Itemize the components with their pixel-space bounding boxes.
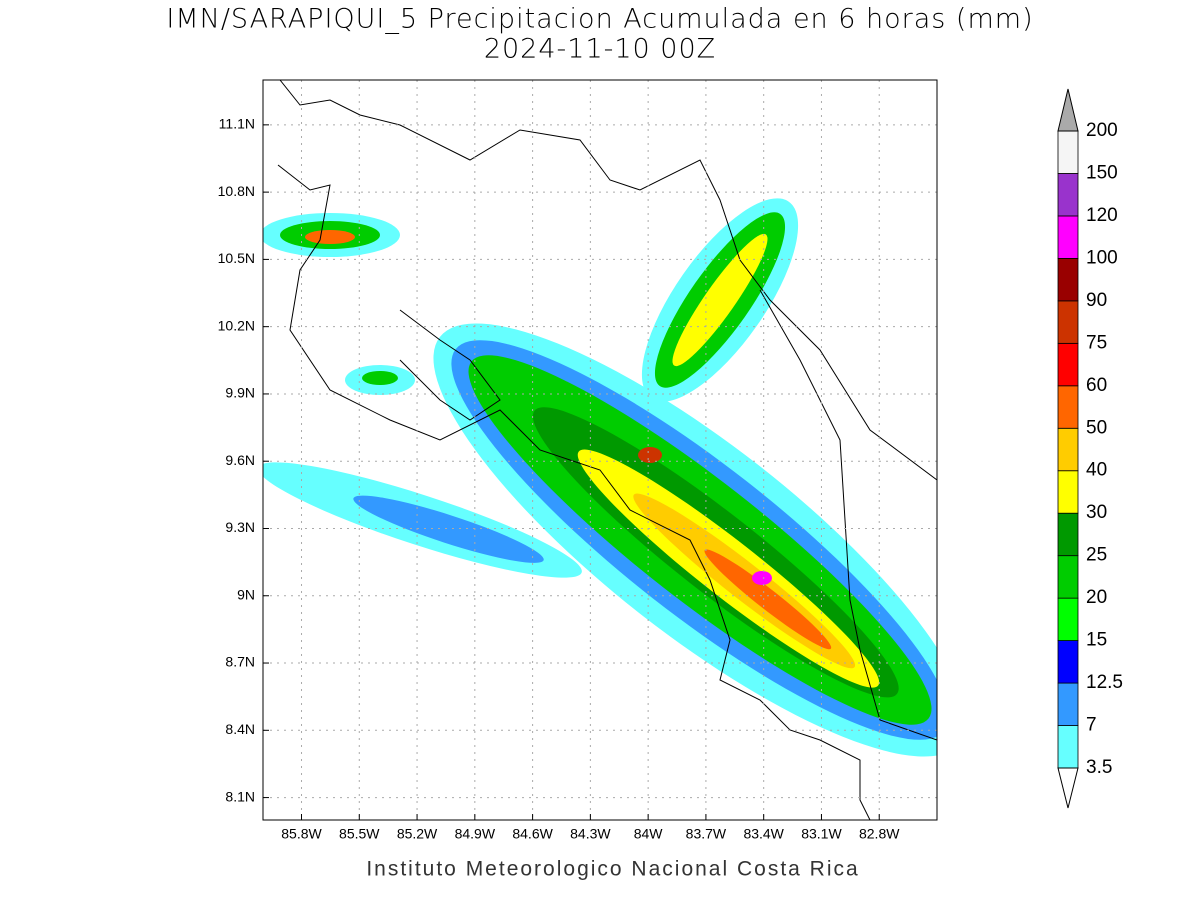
colorbar-label: 3.5 (1086, 757, 1112, 778)
colorbar-label: 40 (1086, 460, 1107, 481)
colorbar-label: 150 (1086, 162, 1118, 183)
colorbar-bin (1057, 173, 1079, 217)
x-tick-label: 82.8W (859, 826, 900, 842)
title: IMN/SARAPIQUI_5 Precipitacion Acumulada … (166, 4, 1033, 35)
colorbar-bin (1057, 725, 1079, 769)
x-tick-label: 83.1W (801, 826, 842, 842)
colorbar-label: 200 (1086, 120, 1118, 141)
colorbar-label: 120 (1086, 205, 1118, 226)
colorbar-label: 30 (1086, 502, 1107, 523)
x-tick-label: 84.3W (570, 826, 611, 842)
y-tick-label: 10.8N (218, 183, 255, 199)
x-tick-label: 85.2W (397, 826, 438, 842)
y-tick-label: 9.3N (225, 519, 255, 535)
colorbar-bin (1057, 640, 1079, 684)
x-tick-label: 83.7W (686, 826, 727, 842)
x-tick-label: 83.4W (743, 826, 784, 842)
x-tick-label: 84.6W (512, 826, 553, 842)
colorbar-bin (1057, 555, 1079, 599)
precip-field (263, 198, 937, 757)
x-tick-label: 85.5W (339, 826, 380, 842)
colorbar-under (1057, 767, 1079, 809)
map-frame (262, 79, 938, 821)
colorbar-label: 100 (1086, 247, 1118, 268)
colorbar-label: 50 (1086, 417, 1107, 438)
colorbar-label: 12.5 (1086, 672, 1123, 693)
colorbar-label: 60 (1086, 375, 1107, 396)
colorbar-bin (1057, 300, 1079, 344)
colorbar-label: 7 (1086, 715, 1097, 736)
subtitle: 2024-11-10 00Z (484, 34, 716, 65)
y-tick-label: 9N (237, 586, 255, 602)
colorbar-bin (1057, 682, 1079, 726)
colorbar-bin (1057, 215, 1079, 259)
colorbar-bin (1057, 512, 1079, 557)
colorbar-bin (1057, 342, 1079, 387)
colorbar-label: 15 (1086, 630, 1107, 651)
colorbar-bin (1057, 257, 1079, 302)
x-tick-label: 84W (634, 826, 664, 842)
y-tick-label: 8.1N (225, 788, 255, 804)
colorbar-label: 75 (1086, 332, 1107, 353)
x-tick-label: 85.8W (281, 826, 322, 842)
colorbar-bin (1057, 597, 1079, 642)
colorbar-label: 20 (1086, 587, 1107, 608)
footer: Instituto Meteorologico Nacional Costa R… (366, 858, 859, 881)
y-tick-label: 10.5N (218, 250, 255, 266)
colorbar-bin (1057, 130, 1079, 174)
y-tick-label: 9.6N (225, 452, 255, 468)
y-tick-label: 9.9N (225, 385, 255, 401)
y-tick-label: 8.4N (225, 721, 255, 737)
colorbar-label: 90 (1086, 290, 1107, 311)
y-tick-label: 11.1N (219, 116, 255, 132)
y-tick-label: 8.7N (225, 654, 255, 670)
colorbar-bin (1057, 427, 1079, 472)
colorbar-bin (1057, 470, 1079, 514)
colorbar-over (1057, 88, 1079, 132)
y-tick-label: 10.2N (218, 317, 255, 333)
colorbar-label: 25 (1086, 545, 1107, 566)
colorbar-bin (1057, 385, 1079, 429)
x-tick-label: 84.9W (455, 826, 496, 842)
coastlines (277, 80, 937, 820)
